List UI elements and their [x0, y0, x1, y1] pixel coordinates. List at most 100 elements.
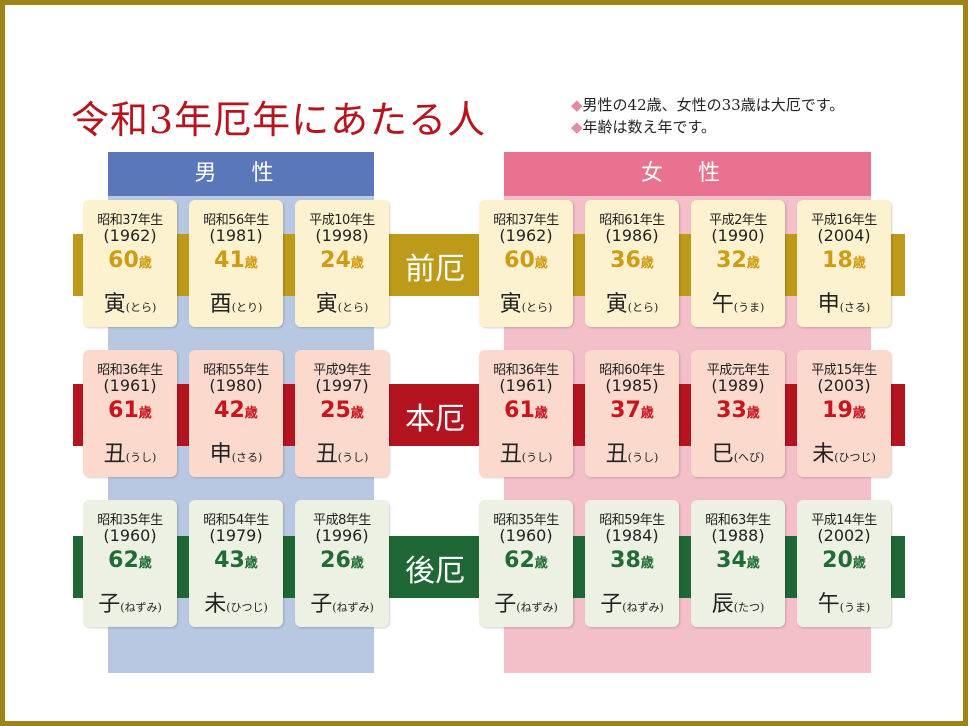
- age-number: 62: [108, 548, 139, 573]
- zodiac-sign: 寅: [499, 292, 522, 317]
- zodiac-reading: (とら): [125, 301, 157, 314]
- age-number: 34: [716, 548, 747, 573]
- zodiac-reading: (ねずみ): [516, 601, 558, 614]
- age-value: 41歳: [189, 248, 283, 273]
- zodiac-sign: 未: [204, 592, 227, 617]
- birth-year: (2003): [817, 376, 871, 395]
- age-number: 42: [214, 398, 245, 423]
- diamond-bullet-icon: ◆: [571, 96, 583, 114]
- age-unit: 歳: [138, 256, 152, 271]
- birth-year: (1988): [711, 526, 765, 545]
- note-line: ◆男性の42歳、女性の33歳は大厄です。: [571, 94, 844, 116]
- age-number: 38: [610, 548, 641, 573]
- birth-era: 昭和60年生: [599, 363, 665, 378]
- male-card: 昭和36年生 (1961) 61歳 丑(うし): [83, 350, 177, 477]
- zodiac-sign: 丑: [315, 442, 338, 467]
- age-number: 19: [822, 398, 853, 423]
- female-column-header: 女 性: [504, 152, 871, 196]
- male-card: 昭和37年生 (1962) 60歳 寅(とら): [83, 200, 177, 327]
- zodiac: 午(うま): [691, 286, 785, 318]
- birth-year: (1990): [711, 226, 765, 245]
- zodiac: 子(ねずみ): [585, 586, 679, 618]
- age-value: 33歳: [691, 398, 785, 423]
- age-value: 60歳: [479, 248, 573, 273]
- zodiac: 寅(とら): [83, 286, 177, 318]
- zodiac-sign: 申: [817, 292, 840, 317]
- zodiac-reading: (うま): [733, 301, 765, 314]
- age-value: 34歳: [691, 548, 785, 573]
- birth-era: 昭和56年生: [203, 213, 269, 228]
- note-text: 年齢は数え年です。: [582, 118, 717, 136]
- zodiac-reading: (うし): [521, 451, 553, 464]
- zodiac: 午(うま): [797, 586, 891, 618]
- zodiac-reading: (うし): [125, 451, 157, 464]
- birth-year: (1960): [499, 526, 553, 545]
- age-unit: 歳: [852, 256, 866, 271]
- age-value: 38歳: [585, 548, 679, 573]
- age-unit: 歳: [534, 556, 548, 571]
- zodiac-reading: (とら): [627, 301, 659, 314]
- age-unit: 歳: [350, 406, 364, 421]
- female-card: 昭和61年生 (1986) 36歳 寅(とら): [585, 200, 679, 327]
- zodiac: 巳(へび): [691, 436, 785, 468]
- zodiac: 未(ひつじ): [189, 586, 283, 618]
- male-card: 昭和55年生 (1980) 42歳 申(さる): [189, 350, 283, 477]
- age-number: 32: [716, 248, 747, 273]
- male-card: 平成9年生 (1997) 25歳 丑(うし): [295, 350, 389, 477]
- age-value: 42歳: [189, 398, 283, 423]
- age-number: 33: [716, 398, 747, 423]
- age-number: 61: [108, 398, 139, 423]
- zodiac-reading: (ひつじ): [834, 451, 876, 464]
- zodiac-sign: 寅: [103, 292, 126, 317]
- birth-era: 平成14年生: [811, 513, 877, 528]
- zodiac-reading: (ねずみ): [332, 601, 374, 614]
- birth-era: 昭和55年生: [203, 363, 269, 378]
- age-unit: 歳: [534, 406, 548, 421]
- male-card: 昭和54年生 (1979) 43歳 未(ひつじ): [189, 500, 283, 627]
- birth-era: 昭和35年生: [97, 513, 163, 528]
- zodiac-sign: 寅: [315, 292, 338, 317]
- zodiac: 酉(とり): [189, 286, 283, 318]
- age-value: 36歳: [585, 248, 679, 273]
- note-line: ◆年齢は数え年です。: [571, 116, 844, 138]
- age-value: 26歳: [295, 548, 389, 573]
- female-card: 昭和59年生 (1984) 38歳 子(ねずみ): [585, 500, 679, 627]
- male-card: 平成8年生 (1996) 26歳 子(ねずみ): [295, 500, 389, 627]
- birth-year: (1960): [103, 526, 157, 545]
- birth-era: 昭和36年生: [97, 363, 163, 378]
- age-unit: 歳: [138, 406, 152, 421]
- age-value: 43歳: [189, 548, 283, 573]
- note-text: 男性の42歳、女性の33歳は大厄です。: [582, 96, 845, 114]
- birth-era: 平成16年生: [811, 213, 877, 228]
- zodiac-sign: 子: [310, 592, 333, 617]
- age-number: 41: [214, 248, 245, 273]
- age-unit: 歳: [852, 556, 866, 571]
- age-value: 18歳: [797, 248, 891, 273]
- birth-year: (1989): [711, 376, 765, 395]
- female-card: 昭和60年生 (1985) 37歳 丑(うし): [585, 350, 679, 477]
- zodiac-sign: 未: [812, 442, 835, 467]
- age-number: 61: [504, 398, 535, 423]
- zodiac-reading: (へび): [733, 451, 765, 464]
- birth-era: 平成元年生: [706, 363, 770, 378]
- age-unit: 歳: [746, 256, 760, 271]
- zodiac-sign: 寅: [605, 292, 628, 317]
- birth-year: (1986): [605, 226, 659, 245]
- male-card: 昭和56年生 (1981) 41歳 酉(とり): [189, 200, 283, 327]
- birth-era: 平成2年生: [709, 213, 767, 228]
- birth-year: (1997): [315, 376, 369, 395]
- birth-year: (1998): [315, 226, 369, 245]
- age-unit: 歳: [640, 556, 654, 571]
- birth-year: (1962): [103, 226, 157, 245]
- age-number: 18: [822, 248, 853, 273]
- zodiac-reading: (たつ): [733, 601, 765, 614]
- zodiac: 寅(とら): [479, 286, 573, 318]
- zodiac: 丑(うし): [585, 436, 679, 468]
- zodiac-reading: (うま): [839, 601, 871, 614]
- age-unit: 歳: [534, 256, 548, 271]
- zodiac-sign: 丑: [605, 442, 628, 467]
- male-card: 平成10年生 (1998) 24歳 寅(とら): [295, 200, 389, 327]
- zodiac: 未(ひつじ): [797, 436, 891, 468]
- birth-year: (1979): [209, 526, 263, 545]
- birth-era: 昭和35年生: [493, 513, 559, 528]
